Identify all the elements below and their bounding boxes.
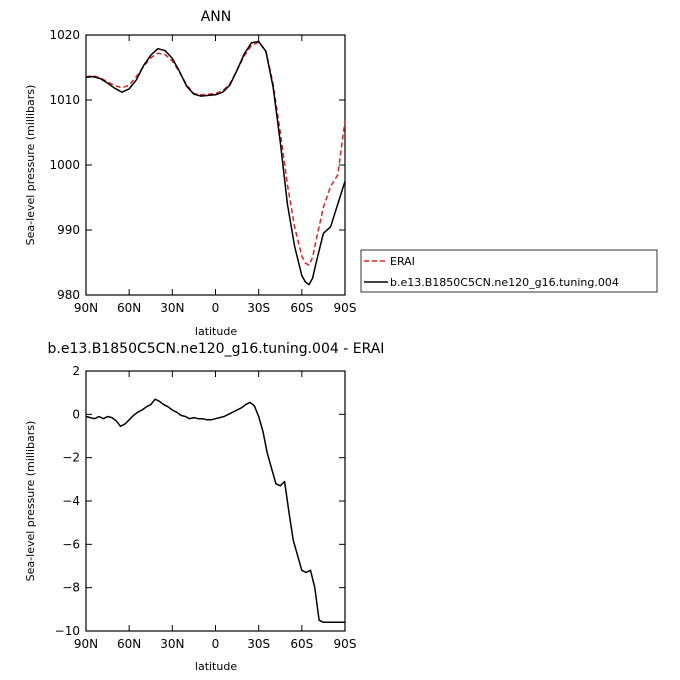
bottom-y-tick-label: −8 [62, 581, 80, 595]
top-x-tick-label: 90S [334, 301, 357, 315]
bottom-y-tick-label: −2 [62, 451, 80, 465]
bottom-y-tick-label: −4 [62, 494, 80, 508]
top-y-tick-label: 1020 [49, 28, 80, 42]
bottom-y-tick-label: −6 [62, 537, 80, 551]
bottom-panel: b.e13.B1850C5CN.ne120_g16.tuning.004 - E… [24, 341, 384, 673]
bottom-x-tick-label: 0 [212, 637, 220, 651]
bottom-y-tick-label: 0 [72, 407, 80, 421]
top-x-tick-label: 60N [117, 301, 141, 315]
legend: ERAI b.e13.B1850C5CN.ne120_g16.tuning.00… [360, 249, 658, 293]
top-y-tick-label: 1010 [49, 93, 80, 107]
bottom-chart-title: b.e13.B1850C5CN.ne120_g16.tuning.004 - E… [48, 341, 385, 357]
bottom-x-tick-label: 60S [290, 637, 313, 651]
legend-erai-label: ERAI [390, 255, 415, 268]
top-chart-title: ANN [201, 9, 232, 25]
bottom-axes: 90N 60N 30N 0 30S 60S 90S −10 −8 −6 −4 −2 0 2 [55, 364, 357, 651]
top-series-line-0 [85, 41, 346, 266]
bottom-x-tick-label: 90S [334, 637, 357, 651]
bottom-x-axis-label: latitude [195, 660, 237, 673]
legend-model-label: b.e13.B1850C5CN.ne120_g16.tuning.004 [390, 276, 619, 289]
top-y-tick-label: 980 [57, 288, 80, 302]
top-x-tick-label: 30S [247, 301, 270, 315]
top-y-tick-label: 990 [57, 223, 80, 237]
top-axes: 90N 60N 30N 0 30S 60S 90S 980 990 1000 1010 1020 [49, 28, 356, 315]
bottom-series-line-0 [85, 398, 345, 624]
bottom-y-tick-label: −10 [55, 624, 80, 638]
bottom-y-tick-label: 2 [72, 364, 80, 378]
top-plot-frame [85, 34, 346, 296]
bottom-x-tick-label: 60N [117, 637, 141, 651]
bottom-series-group [85, 398, 345, 624]
legend-box [360, 249, 658, 293]
top-x-tick-label: 90N [74, 301, 98, 315]
bottom-x-tick-label: 30S [247, 637, 270, 651]
top-y-axis-label: Sea-level pressure (millibars) [24, 85, 37, 246]
bottom-plot-frame [85, 370, 346, 632]
top-x-tick-label: 0 [212, 301, 220, 315]
bottom-x-tick-label: 90N [74, 637, 98, 651]
bottom-x-tick-label: 30N [160, 637, 184, 651]
top-series-line-1 [85, 40, 346, 286]
top-x-tick-label: 30N [160, 301, 184, 315]
top-panel: ANN 90N 60N 30N 0 30S 60S 90S 980 990 1000 1010 102… [24, 9, 356, 338]
top-y-tick-label: 1000 [49, 158, 80, 172]
bottom-y-axis-label: Sea-level pressure (millibars) [24, 421, 37, 582]
top-x-axis-label: latitude [195, 325, 237, 338]
top-x-tick-label: 60S [290, 301, 313, 315]
top-series-group [85, 40, 346, 286]
